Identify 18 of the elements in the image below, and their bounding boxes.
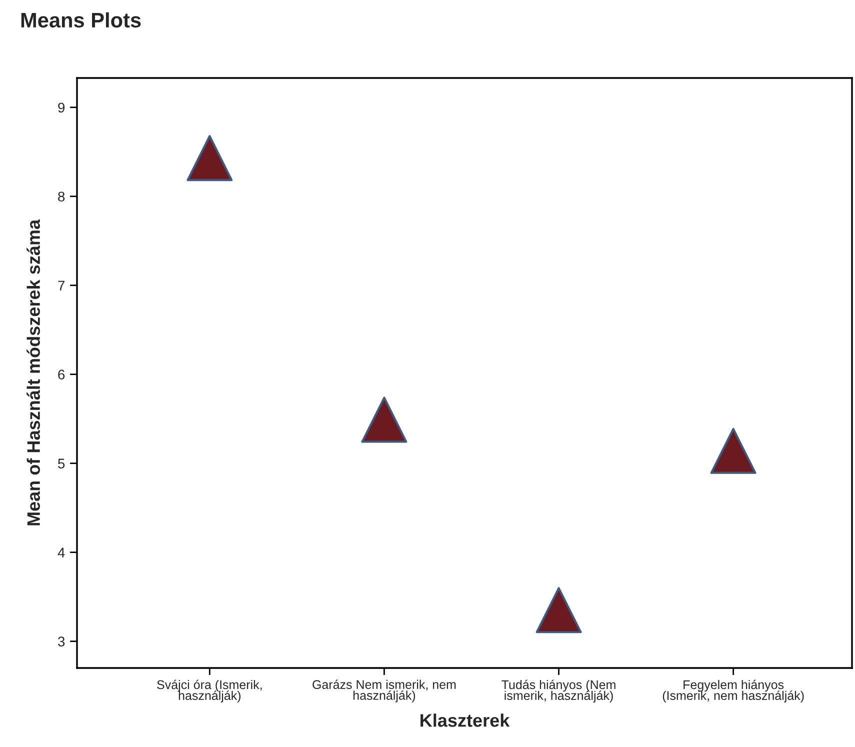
chart-title: Means Plots [21,12,141,28]
x-tick-label: Tudás hiányos (Nem ismerik, használják) [502,680,616,702]
y-tick-label: 6 [58,370,65,380]
x-tick-label: Fegyelem hiányos (Ismerik, nem használják) [662,680,804,702]
point [361,396,408,443]
point [710,428,756,474]
x-axis-title: Klaszterek [420,714,510,727]
y-tick-label: 8 [58,192,65,202]
y-tick-label: 4 [58,548,65,558]
y-tick-label: 9 [58,102,65,113]
y-axis-title: Mean of Használt módszerek száma [26,219,40,526]
y-tick-label: 5 [58,458,65,468]
point [186,135,233,182]
point [536,587,582,634]
y-tick-label: 3 [58,636,65,646]
y-tick-label: 7 [58,280,64,290]
x-tick-label: Garázs Nem ismerik, nem használják) [312,680,456,702]
x-tick-label: Svájci óra (Ismerik, használják) [157,680,262,702]
